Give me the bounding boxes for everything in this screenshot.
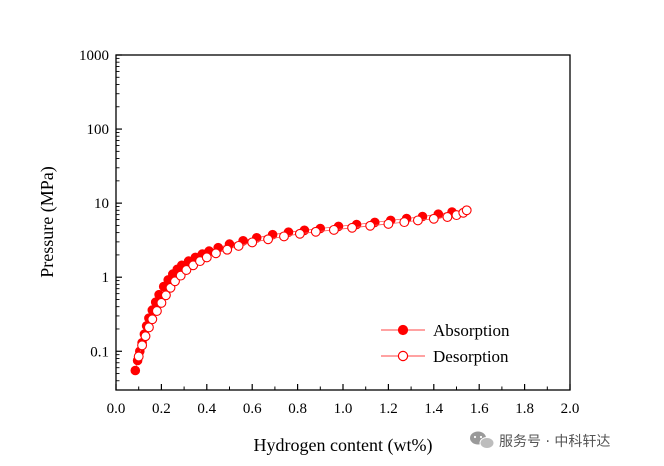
data-point-desorption bbox=[201, 252, 212, 263]
x-tick-label: 0.6 bbox=[243, 401, 262, 417]
legend-marker-absorption bbox=[397, 324, 409, 336]
x-tick-label: 1.4 bbox=[424, 401, 443, 417]
y-tick-label: 0.1 bbox=[90, 344, 109, 360]
data-point-desorption bbox=[365, 220, 376, 231]
data-point-desorption bbox=[328, 224, 339, 235]
data-point-desorption bbox=[181, 265, 192, 275]
data-point-desorption bbox=[347, 222, 358, 233]
data-point-desorption bbox=[412, 215, 423, 226]
data-point-absorption bbox=[130, 365, 141, 376]
data-point-desorption bbox=[137, 340, 148, 351]
y-tick-label: 100 bbox=[87, 122, 110, 138]
series-layer bbox=[130, 205, 472, 376]
x-tick-label: 1.6 bbox=[470, 401, 489, 417]
data-point-desorption bbox=[294, 228, 305, 239]
data-point-desorption bbox=[442, 212, 453, 222]
data-point-desorption bbox=[428, 213, 439, 224]
data-point-desorption bbox=[222, 244, 233, 255]
y-axis-title: Pressure (MPa) bbox=[37, 166, 58, 277]
x-tick-label: 0.2 bbox=[152, 401, 171, 417]
data-point-desorption bbox=[263, 234, 274, 245]
data-point-desorption bbox=[233, 240, 244, 251]
data-point-desorption bbox=[461, 205, 472, 216]
data-point-desorption bbox=[210, 248, 221, 259]
x-tick-label: 2.0 bbox=[561, 401, 580, 417]
data-point-desorption bbox=[310, 226, 321, 237]
data-point-desorption bbox=[160, 290, 171, 301]
watermark: 服务号 · 中科轩达 bbox=[470, 431, 610, 450]
legend-label-absorption: Absorption bbox=[433, 321, 510, 340]
x-tick-label: 1.0 bbox=[334, 401, 353, 417]
data-point-desorption bbox=[279, 231, 289, 242]
y-axis: 0.1 1 10 100 1000 bbox=[79, 48, 122, 391]
legend: Absorption Desorption bbox=[381, 321, 510, 366]
data-point-desorption bbox=[383, 218, 394, 229]
series-line-absorption bbox=[134, 211, 453, 371]
x-tick-label: 0.0 bbox=[107, 401, 126, 417]
data-point-desorption bbox=[133, 351, 144, 362]
data-point-desorption bbox=[247, 237, 258, 248]
data-point-desorption bbox=[151, 306, 162, 316]
y-tick-label: 1000 bbox=[79, 48, 109, 64]
x-tick-label: 1.8 bbox=[515, 401, 534, 417]
x-axis: 0.0 0.2 0.4 0.6 0.8 1.0 1.2 1.4 1.6 1.8 2.0 bbox=[107, 384, 580, 417]
data-point-desorption bbox=[143, 322, 154, 333]
y-tick-label: 1 bbox=[102, 270, 110, 286]
watermark-text: 服务号 · 中科轩达 bbox=[499, 434, 610, 450]
x-tick-label: 0.4 bbox=[197, 401, 216, 417]
legend-marker-desorption bbox=[397, 350, 409, 362]
legend-item-desorption: Desorption bbox=[381, 347, 509, 366]
chat-bubbles-icon bbox=[470, 431, 495, 449]
data-point-desorption bbox=[156, 297, 167, 308]
x-tick-label: 0.8 bbox=[288, 401, 307, 417]
data-point-desorption bbox=[399, 217, 410, 228]
data-point-desorption bbox=[140, 331, 151, 342]
y-tick-label: 10 bbox=[94, 196, 109, 212]
data-point-desorption bbox=[147, 314, 158, 325]
x-axis-title: Hydrogen content (wt%) bbox=[254, 435, 433, 456]
x-tick-label: 1.2 bbox=[379, 401, 398, 417]
legend-item-absorption: Absorption bbox=[381, 321, 510, 340]
legend-label-desorption: Desorption bbox=[433, 347, 509, 366]
